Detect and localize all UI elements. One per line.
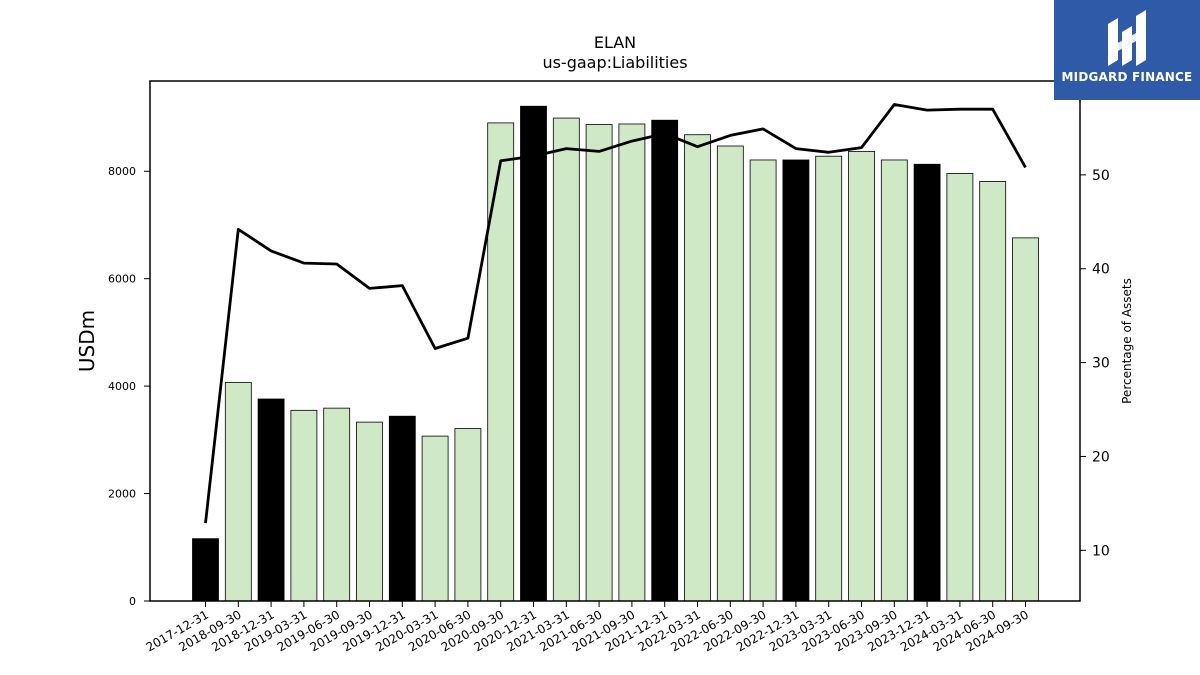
bar-2023-03-31 <box>815 155 843 602</box>
midgard-m-logo-icon <box>1108 10 1146 66</box>
y2-axis-label: Percentage of Assets <box>1120 278 1134 404</box>
brand-name: MIDGARD FINANCE <box>1061 70 1193 84</box>
right-tick-label: 30 <box>1092 356 1110 372</box>
bar-2023-12-31 <box>913 163 941 602</box>
bar-2022-06-30 <box>716 145 744 602</box>
chart-subtitle: us-gaap:Liabilities <box>542 53 687 72</box>
bar-2020-09-30 <box>487 122 515 602</box>
bar-2021-12-31 <box>651 119 679 602</box>
left-axis-ticks: 0 2000 4000 6000 8000 <box>108 165 150 608</box>
bar-2022-09-30 <box>749 159 777 602</box>
bar-2018-12-31 <box>257 398 285 602</box>
left-tick-label: 0 <box>129 595 136 608</box>
bar-2019-06-30 <box>323 407 351 602</box>
chart-title: ELAN <box>594 33 636 52</box>
bar-2020-12-31 <box>520 105 547 602</box>
bar-2019-09-30 <box>356 421 383 602</box>
brand-logo: MIDGARD FINANCE <box>1054 0 1200 100</box>
bar-2019-12-31 <box>388 415 416 602</box>
percentage-line <box>204 103 1027 524</box>
right-tick-label: 20 <box>1092 449 1110 465</box>
plot-frame <box>149 80 1081 602</box>
left-tick-label: 6000 <box>108 273 136 286</box>
bar-2023-06-30 <box>848 150 875 602</box>
left-tick-label: 4000 <box>108 380 136 393</box>
bar-2020-06-30 <box>454 428 482 602</box>
bar-2024-03-31 <box>946 172 974 602</box>
bar-2021-09-30 <box>618 123 646 602</box>
right-axis-ticks: 10 20 30 40 50 <box>1080 168 1110 559</box>
bar-series <box>192 105 1039 602</box>
right-tick-label: 10 <box>1092 543 1110 559</box>
bar-2023-09-30 <box>880 159 908 602</box>
y-axis-label: USDm <box>75 310 99 372</box>
bar-2018-09-30 <box>224 381 252 602</box>
left-tick-label: 2000 <box>108 488 136 501</box>
right-tick-label: 40 <box>1092 262 1110 278</box>
left-tick-label: 8000 <box>108 165 136 178</box>
bar-2020-03-31 <box>421 435 449 602</box>
bar-2019-03-31 <box>290 409 318 602</box>
bar-2024-09-30 <box>1012 237 1039 602</box>
bar-2022-12-31 <box>782 159 810 602</box>
bar-2024-06-30 <box>979 181 1007 602</box>
right-tick-label: 50 <box>1092 168 1110 184</box>
bar-2021-03-31 <box>552 117 580 602</box>
bar-2021-06-30 <box>585 124 613 602</box>
bar-2022-03-31 <box>684 134 711 602</box>
x-axis-ticks: 2017-12-312018-09-302018-12-312019-03-31… <box>144 601 1031 654</box>
bar-2017-12-31 <box>192 538 219 602</box>
